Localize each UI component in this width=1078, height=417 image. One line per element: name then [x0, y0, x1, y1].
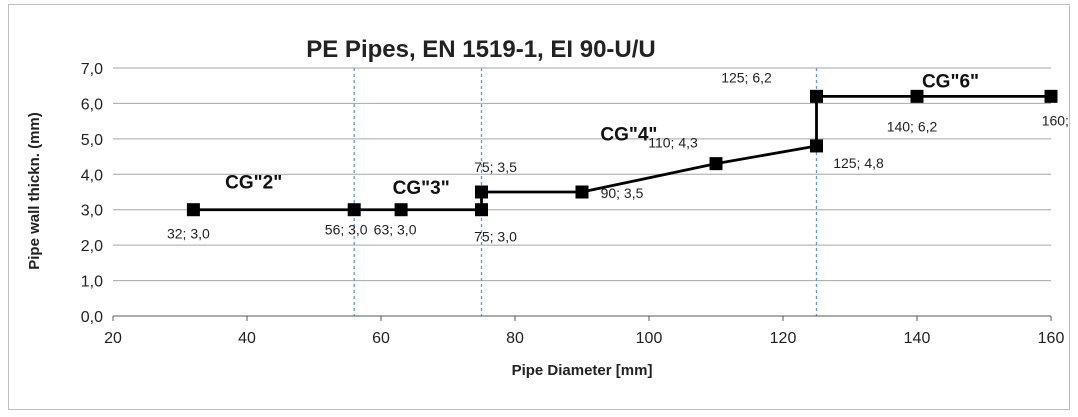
y-tick-label: 7,0	[81, 61, 103, 78]
data-point-marker	[575, 185, 589, 199]
data-point-marker	[475, 185, 488, 199]
data-label: 125; 6,2	[721, 69, 772, 85]
x-tick-label: 20	[104, 330, 122, 347]
data-label: 140; 6,2	[887, 118, 938, 134]
chart-title: PE Pipes, EN 1519-1, EI 90-U/U	[306, 36, 656, 63]
x-tick-label: 120	[770, 330, 797, 347]
y-tick-label: 6,0	[81, 96, 103, 113]
data-label: 75; 3,5	[474, 159, 517, 175]
chart-svg: PE Pipes, EN 1519-1, EI 90-U/U 0,0 1,0 2,0…	[26, 36, 1071, 379]
data-label: 110; 4,3	[648, 135, 698, 151]
x-axis-title: Pipe Diameter [mm]	[512, 362, 653, 379]
y-tick-label: 3,0	[81, 203, 103, 220]
data-point-marker	[394, 203, 408, 217]
x-tick-label: 160	[1038, 330, 1065, 347]
data-label: 160; 6,2	[1042, 112, 1071, 128]
data-label: 90; 3,5	[601, 185, 644, 201]
x-tick-label: 40	[238, 330, 256, 347]
data-point-marker	[910, 89, 924, 103]
data-point-marker	[1044, 89, 1058, 103]
y-tick-label: 5,0	[81, 132, 103, 149]
chart-frame: PE Pipes, EN 1519-1, EI 90-U/U 0,0 1,0 2,0…	[8, 4, 1071, 410]
y-axis-title: Pipe wall thickn. (mm)	[26, 112, 43, 270]
series-layer	[186, 89, 1058, 217]
data-label: 75; 3,0	[474, 229, 517, 245]
reference-lines	[353, 68, 818, 316]
data-label-layer: 32; 3,0 56; 3,0 63; 3,0 75; 3,0 75; 3,5 90; 3…	[167, 69, 1071, 244]
data-point-marker	[475, 203, 488, 217]
data-label: 56; 3,0	[325, 222, 368, 238]
data-label: 63; 3,0	[374, 222, 417, 238]
y-tick-label: 2,0	[81, 238, 103, 255]
data-point-marker	[347, 203, 361, 217]
x-tick-label: 140	[904, 330, 931, 347]
y-tick-label: 0,0	[81, 309, 103, 326]
data-label: 125; 4,8	[833, 155, 884, 171]
data-label: 32; 3,0	[167, 226, 210, 242]
group-annotation: CG"2"	[225, 172, 282, 193]
y-tick-label: 1,0	[81, 274, 103, 291]
data-point-marker	[186, 203, 200, 217]
group-annotation: CG"3"	[393, 178, 450, 199]
group-annotation-layer: CG"2" CG"3" CG"4" CG"6"	[225, 71, 979, 198]
axis-layer: 0,0 1,0 2,0 3,0 4,0 5,0 6,0 7,0 20 40 60 80 100 120 14…	[81, 61, 1065, 347]
data-point-marker	[810, 139, 823, 153]
group-annotation: CG"4"	[600, 125, 657, 146]
x-tick-label: 100	[636, 330, 663, 347]
y-tick-label: 4,0	[81, 167, 103, 184]
x-tick-label: 80	[506, 330, 524, 347]
x-tick-label: 60	[372, 330, 390, 347]
group-annotation: CG"6"	[922, 71, 979, 92]
data-point-marker	[709, 157, 723, 171]
data-point-marker	[810, 89, 823, 103]
